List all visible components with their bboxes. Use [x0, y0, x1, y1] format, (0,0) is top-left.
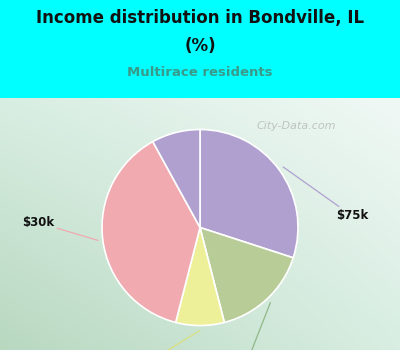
Text: (%): (%): [184, 37, 216, 55]
Text: $30k: $30k: [22, 216, 98, 240]
Wedge shape: [102, 142, 200, 322]
Text: Income distribution in Bondville, IL: Income distribution in Bondville, IL: [36, 9, 364, 27]
Text: $50k: $50k: [228, 302, 270, 350]
Text: $200k: $200k: [116, 330, 200, 350]
Wedge shape: [176, 228, 224, 326]
Wedge shape: [200, 130, 298, 258]
Text: $75k: $75k: [283, 167, 368, 222]
Text: City-Data.com: City-Data.com: [256, 121, 336, 131]
Wedge shape: [200, 228, 293, 322]
Text: Multirace residents: Multirace residents: [127, 66, 273, 79]
Wedge shape: [153, 130, 200, 228]
